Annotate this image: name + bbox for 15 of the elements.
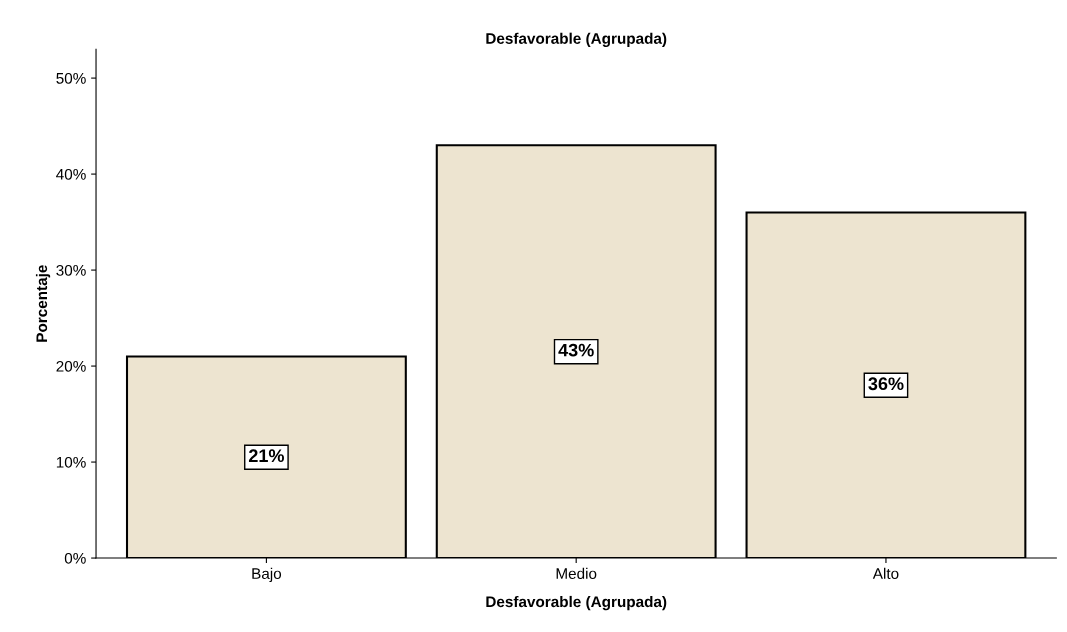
y-tick-label: 0%: [64, 552, 86, 564]
y-tick-label: 50%: [56, 72, 86, 84]
x-axis-title: Desfavorable (Agrupada): [486, 595, 667, 611]
y-tick-label: 30%: [56, 264, 86, 276]
x-tick-label: Bajo: [252, 567, 282, 583]
x-tick-label: Alto: [872, 567, 899, 579]
y-tick-label: 20%: [56, 360, 86, 372]
chart-title: Desfavorable (Agrupada): [486, 32, 667, 47]
data-label: 43%: [558, 343, 594, 357]
data-label: 21%: [248, 449, 284, 463]
x-tick-label: Medio: [556, 567, 597, 579]
y-tick-label: 10%: [56, 456, 86, 468]
y-axis-title: Porcentaje: [35, 265, 51, 342]
y-tick-label: 40%: [56, 168, 86, 180]
data-label: 36%: [868, 377, 904, 391]
